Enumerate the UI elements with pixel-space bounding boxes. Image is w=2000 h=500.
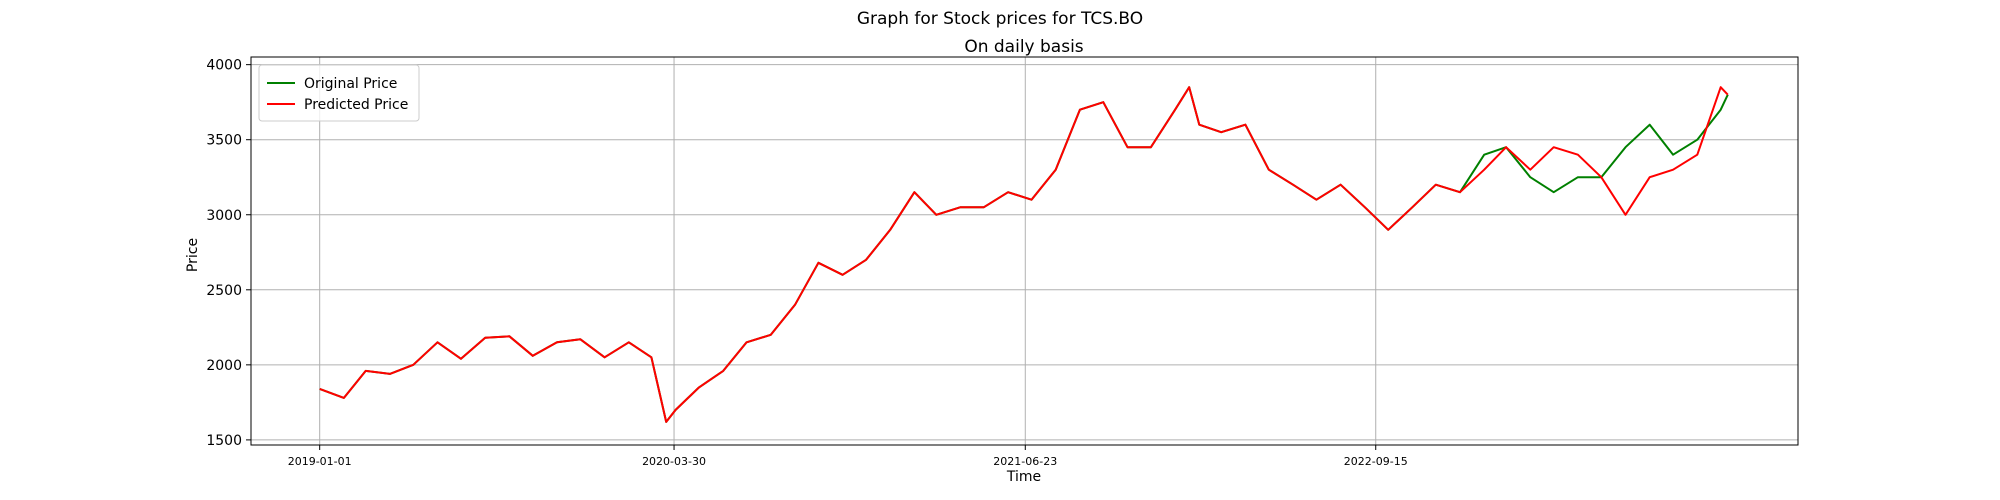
chart-title: Graph for Stock prices for TCS.BO <box>857 9 1143 29</box>
legend-box <box>258 64 420 122</box>
x-tick-label: 2019-01-01 <box>288 455 352 468</box>
x-axis-label: Time <box>1006 469 1041 485</box>
y-tick-label: 1500 <box>206 433 242 449</box>
chart-subtitle: On daily basis <box>964 37 1083 57</box>
x-tick-label: 2020-03-30 <box>642 455 706 468</box>
y-tick-label: 3500 <box>206 133 242 149</box>
legend-label: Original Price <box>304 76 397 92</box>
y-tick-label: 2500 <box>206 283 242 299</box>
y-tick-label: 4000 <box>206 58 242 74</box>
series-line <box>319 86 1729 423</box>
y-tick-label: 2000 <box>206 358 242 374</box>
series-line <box>319 86 1729 423</box>
legend-label: Predicted Price <box>304 97 408 113</box>
x-tick-label: 2022-09-15 <box>1344 455 1408 468</box>
plot-frame <box>250 56 1799 446</box>
y-axis-label: Price <box>185 238 201 272</box>
y-tick-label: 3000 <box>206 208 242 224</box>
x-tick-label: 2021-06-23 <box>993 455 1057 468</box>
